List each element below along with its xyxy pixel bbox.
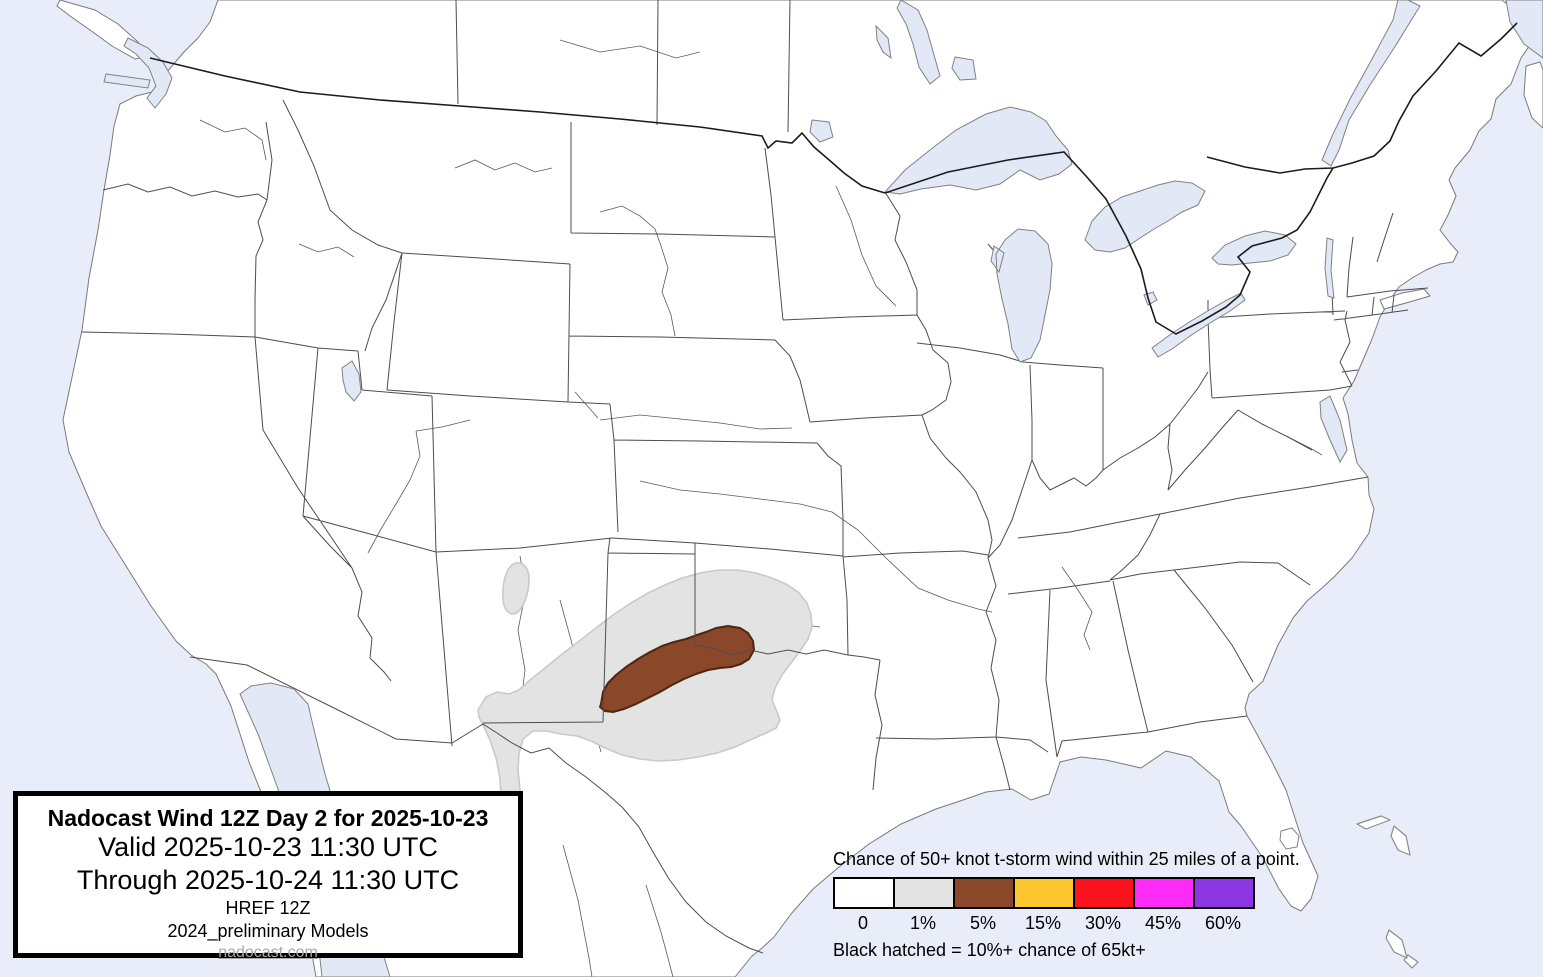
legend-heading: Chance of 50+ knot t-storm wind within 2…	[833, 849, 1300, 869]
risk-area-5pct	[599, 625, 755, 713]
nadocast-site-link[interactable]: nadocast.com	[218, 944, 318, 961]
lake-salish-sea	[103, 37, 173, 109]
canada-border	[149, 22, 1518, 335]
legend-label-5%: 5%	[969, 913, 996, 933]
through-time: Through 2025-10-24 11:30 UTC	[76, 865, 460, 895]
legend-swatch-45%	[1133, 877, 1195, 909]
legend-swatch-0	[833, 877, 895, 909]
lake-okeechobee	[1279, 827, 1300, 850]
lake-michigan	[990, 228, 1053, 363]
lake-superior	[883, 106, 1073, 195]
legend-swatch-60%	[1193, 877, 1255, 909]
probability-legend: Chance of 50+ knot t-storm wind within 2…	[833, 849, 1300, 961]
lake-huron	[1084, 180, 1206, 253]
legend-label-0: 0	[857, 913, 868, 933]
st-lawrence-river	[1321, 0, 1421, 167]
legend-label-45%: 45%	[1144, 913, 1182, 933]
lake-champlain	[1324, 237, 1335, 299]
legend-swatch-30%	[1073, 877, 1135, 909]
gulf-of-st-lawrence	[1505, 0, 1543, 59]
landmass	[56, 0, 1543, 977]
state-borders	[81, 0, 1429, 954]
chesapeake-bay	[1319, 395, 1348, 464]
legend-label-row: 0 1% 5% 15% 30% 45% 60%	[833, 913, 1269, 934]
lake-nipigon	[951, 56, 977, 81]
forecast-title: Nadocast Wind 12Z Day 2 for 2025-10-23	[47, 805, 489, 831]
forecast-title-box: Nadocast Wind 12Z Day 2 for 2025-10-23 V…	[13, 791, 523, 961]
legend-label-1%: 1%	[909, 913, 936, 933]
legend-hatch-note: Black hatched = 10%+ chance of 65kt+	[833, 940, 1146, 960]
risk-area-1pct-spot	[502, 562, 530, 615]
lake-winnipeg	[875, 0, 941, 85]
legend-label-30%: 30%	[1084, 913, 1122, 933]
great-salt-lake	[341, 360, 362, 402]
legend-swatch-15%	[1013, 877, 1075, 909]
legend-swatch-1%	[893, 877, 955, 909]
models-note: 2024_preliminary Models	[167, 921, 369, 941]
legend-label-15%: 15%	[1024, 913, 1062, 933]
nova-scotia	[1523, 61, 1543, 129]
valid-time: Valid 2025-10-23 11:30 UTC	[98, 832, 438, 862]
risk-contours	[477, 562, 813, 831]
rivers	[199, 39, 1323, 977]
model-run-label: HREF 12Z	[225, 898, 311, 918]
legend-swatch-5%	[953, 877, 1015, 909]
legend-label-60%: 60%	[1204, 913, 1242, 933]
legend-swatch-row	[833, 877, 1269, 909]
bahamas	[1356, 815, 1419, 969]
lake-of-the-woods	[809, 119, 834, 143]
